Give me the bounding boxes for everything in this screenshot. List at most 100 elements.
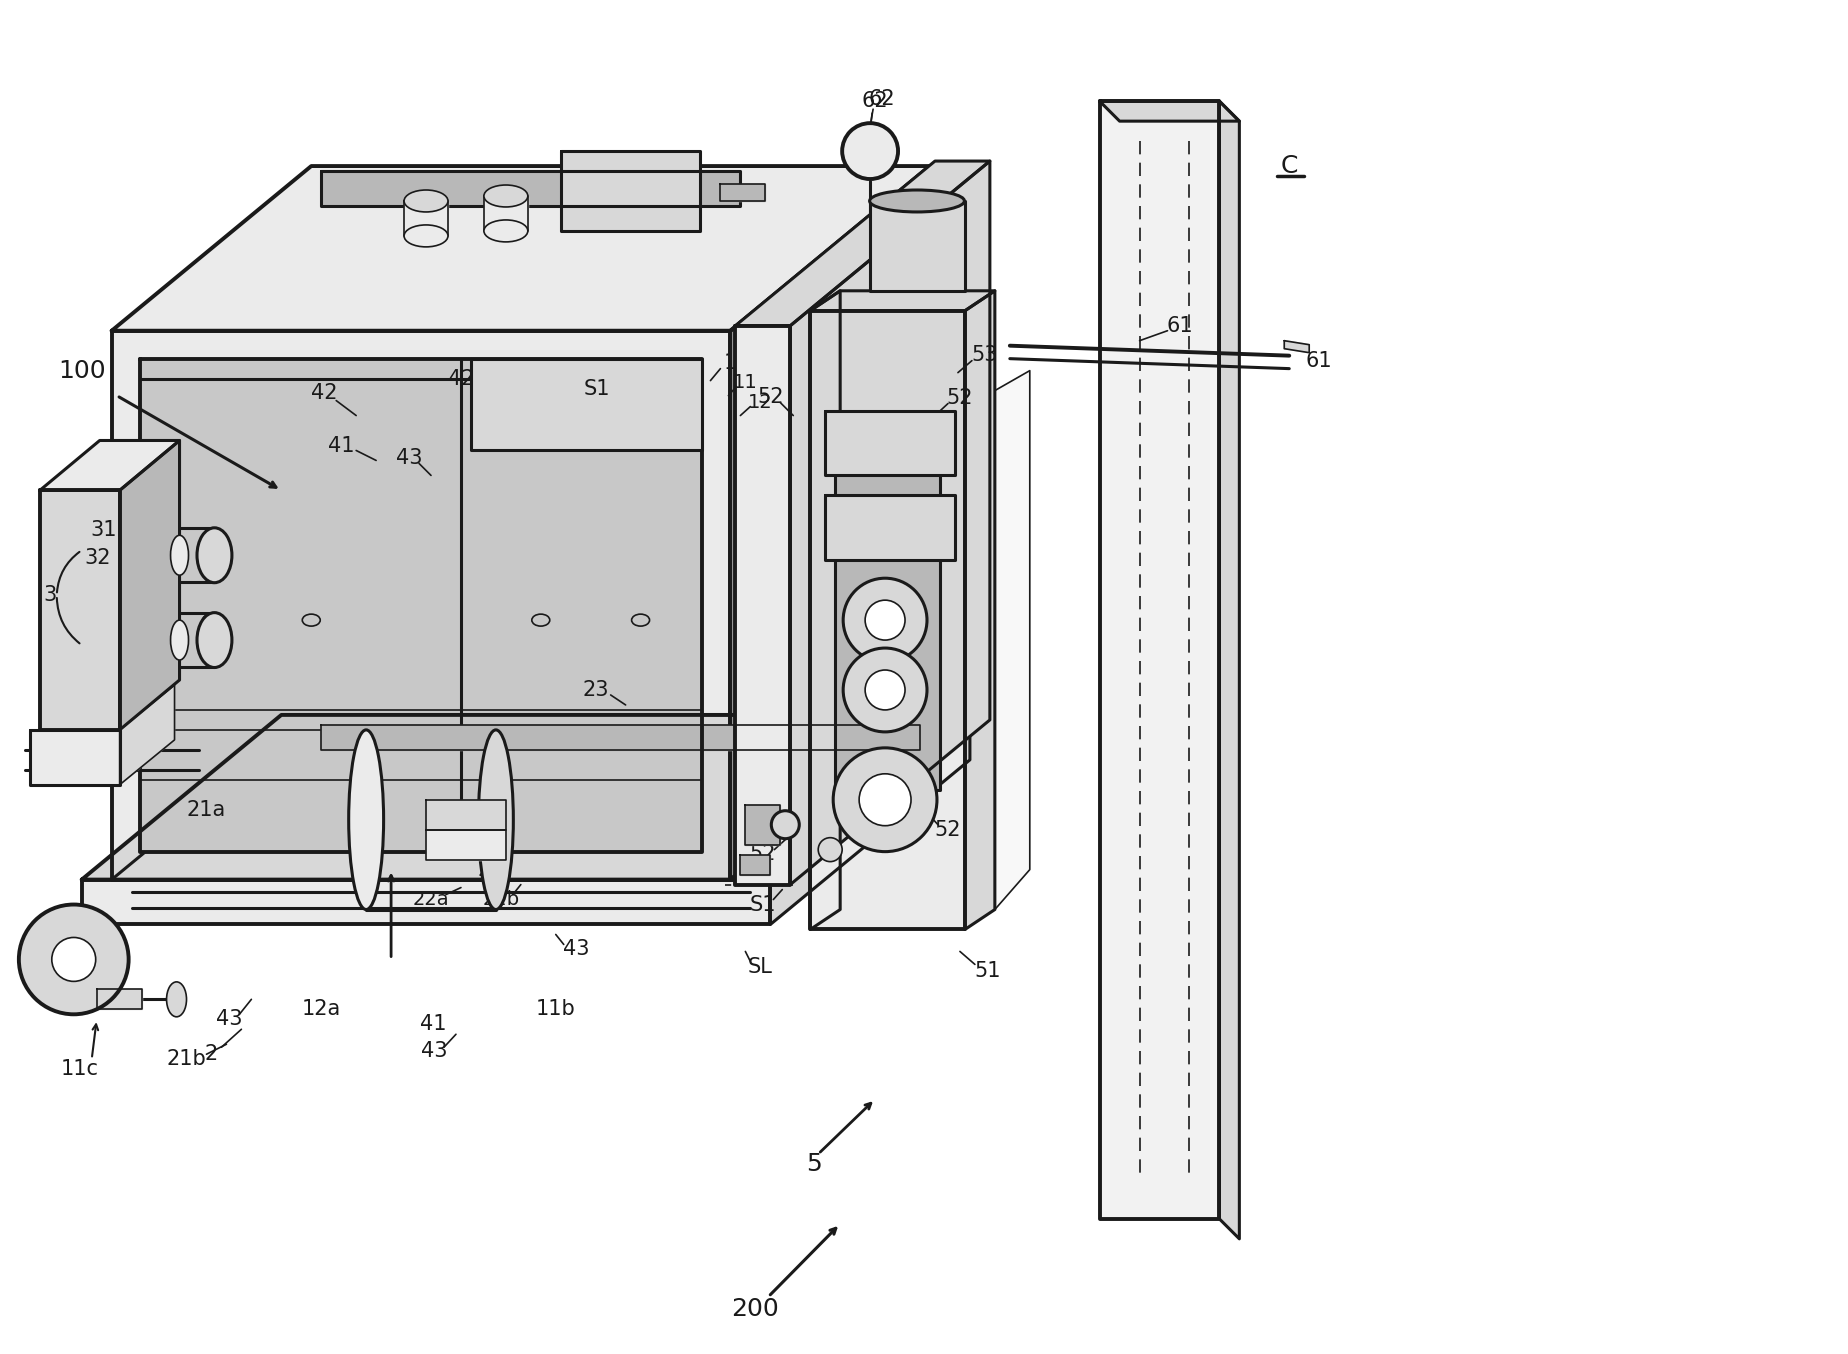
Polygon shape	[96, 990, 142, 1009]
Text: 22b: 22b	[482, 890, 519, 909]
Text: 12a: 12a	[301, 999, 340, 1020]
Text: 43: 43	[216, 1009, 242, 1029]
Polygon shape	[140, 359, 702, 852]
Polygon shape	[322, 171, 739, 206]
Circle shape	[859, 773, 911, 826]
Text: 52: 52	[946, 387, 972, 408]
Text: 2: 2	[205, 1044, 218, 1064]
Ellipse shape	[484, 185, 527, 207]
Polygon shape	[120, 685, 174, 785]
Polygon shape	[111, 330, 730, 880]
Polygon shape	[965, 291, 994, 929]
Polygon shape	[471, 359, 702, 451]
Polygon shape	[736, 326, 789, 884]
Polygon shape	[809, 291, 994, 311]
Text: S1: S1	[584, 379, 610, 398]
Polygon shape	[789, 161, 989, 884]
Text: 62: 62	[861, 91, 887, 111]
Polygon shape	[30, 730, 120, 785]
Polygon shape	[41, 490, 120, 730]
Ellipse shape	[166, 982, 187, 1017]
Polygon shape	[111, 167, 930, 330]
Text: 11: 11	[732, 374, 758, 393]
Circle shape	[771, 811, 798, 838]
Text: 61: 61	[1166, 315, 1192, 336]
Polygon shape	[120, 440, 179, 730]
Polygon shape	[994, 371, 1029, 910]
Polygon shape	[736, 161, 989, 326]
Circle shape	[819, 838, 841, 861]
Text: 100: 100	[57, 359, 105, 383]
Polygon shape	[560, 152, 700, 232]
Text: 42: 42	[447, 368, 473, 389]
Circle shape	[833, 747, 937, 852]
Text: 200: 200	[732, 1297, 778, 1320]
Text: 31: 31	[91, 520, 116, 540]
Text: 61: 61	[1305, 351, 1332, 371]
Text: 53: 53	[970, 345, 998, 364]
Ellipse shape	[198, 528, 231, 582]
Polygon shape	[739, 854, 771, 875]
Text: 52: 52	[748, 844, 774, 864]
Ellipse shape	[198, 612, 231, 668]
Text: 52: 52	[935, 819, 961, 839]
Polygon shape	[824, 410, 954, 475]
Text: 32: 32	[85, 548, 111, 569]
Polygon shape	[1218, 102, 1238, 1239]
Ellipse shape	[405, 225, 447, 246]
Text: S1: S1	[750, 895, 776, 914]
Ellipse shape	[869, 190, 965, 213]
Polygon shape	[730, 167, 930, 880]
Text: 43: 43	[395, 448, 421, 468]
Ellipse shape	[170, 620, 188, 659]
Polygon shape	[1100, 102, 1238, 121]
Text: 42: 42	[310, 383, 338, 402]
Polygon shape	[81, 880, 771, 925]
Polygon shape	[771, 715, 970, 925]
Text: 3: 3	[43, 585, 57, 605]
Text: SL: SL	[747, 957, 772, 978]
Text: 52: 52	[756, 387, 784, 406]
Text: 21b: 21b	[166, 1049, 207, 1070]
Text: 41: 41	[419, 1014, 445, 1034]
Text: 12: 12	[748, 393, 772, 412]
Polygon shape	[111, 715, 930, 880]
Circle shape	[865, 600, 904, 640]
Polygon shape	[835, 431, 939, 789]
Text: 11b: 11b	[536, 999, 575, 1020]
Polygon shape	[81, 715, 970, 880]
Circle shape	[52, 937, 96, 982]
Text: 23: 23	[582, 680, 608, 700]
Text: 11c: 11c	[61, 1059, 98, 1079]
Polygon shape	[484, 196, 527, 232]
Polygon shape	[425, 830, 506, 860]
Text: 22a: 22a	[412, 890, 449, 909]
Ellipse shape	[405, 190, 447, 213]
Polygon shape	[809, 291, 839, 929]
Ellipse shape	[349, 730, 383, 910]
Text: C: C	[1281, 154, 1297, 177]
Circle shape	[865, 670, 904, 709]
Circle shape	[18, 904, 129, 1014]
Text: 43: 43	[564, 940, 590, 960]
Text: 43: 43	[421, 1041, 447, 1062]
Polygon shape	[721, 184, 765, 200]
Polygon shape	[824, 496, 954, 561]
Text: 41: 41	[327, 436, 355, 456]
Polygon shape	[809, 311, 965, 929]
Ellipse shape	[170, 535, 188, 575]
Circle shape	[843, 649, 926, 733]
Text: 1: 1	[723, 352, 737, 372]
Polygon shape	[41, 440, 179, 490]
Text: 51: 51	[974, 961, 1000, 982]
Circle shape	[841, 123, 898, 179]
Polygon shape	[870, 200, 965, 291]
Polygon shape	[405, 200, 447, 236]
Text: 21a: 21a	[187, 800, 225, 819]
Polygon shape	[745, 804, 780, 845]
Polygon shape	[1100, 102, 1218, 1219]
Circle shape	[843, 578, 926, 662]
Ellipse shape	[479, 730, 514, 910]
Text: 62: 62	[869, 89, 894, 110]
Ellipse shape	[484, 219, 527, 242]
